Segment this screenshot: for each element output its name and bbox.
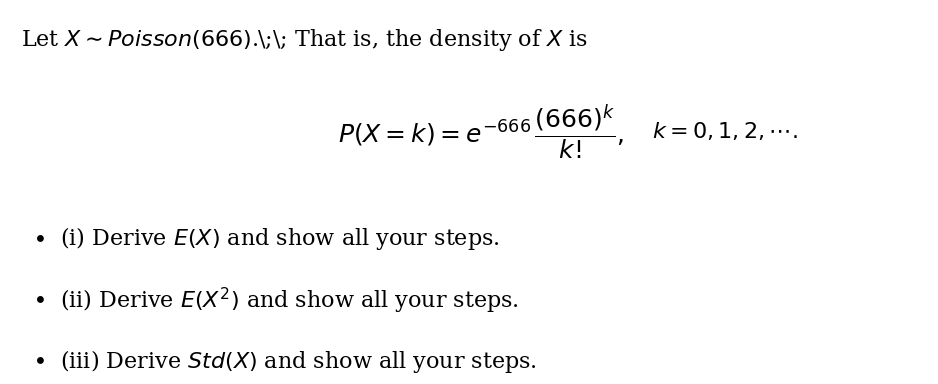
Text: (i) Derive $E(X)$ and show all your steps.: (i) Derive $E(X)$ and show all your step… — [60, 225, 500, 252]
Text: $\bullet$: $\bullet$ — [32, 348, 45, 372]
Text: $\bullet$: $\bullet$ — [32, 286, 45, 310]
Text: $\bullet$: $\bullet$ — [32, 225, 45, 249]
Text: (iii) Derive $\mathit{Std}(X)$ and show all your steps.: (iii) Derive $\mathit{Std}(X)$ and show … — [60, 348, 537, 374]
Text: $P(X = k) = e^{-666}\,\dfrac{(666)^k}{k!},$: $P(X = k) = e^{-666}\,\dfrac{(666)^k}{k!… — [338, 103, 624, 162]
Text: $k = 0, 1, 2, \cdots.$: $k = 0, 1, 2, \cdots.$ — [652, 121, 797, 144]
Text: Let $X \sim \mathit{Poisson}(666)$.\;\; That is, the density of $X$ is: Let $X \sim \mathit{Poisson}(666)$.\;\; … — [21, 27, 588, 53]
Text: (ii) Derive $E(X^2)$ and show all your steps.: (ii) Derive $E(X^2)$ and show all your s… — [60, 286, 519, 316]
